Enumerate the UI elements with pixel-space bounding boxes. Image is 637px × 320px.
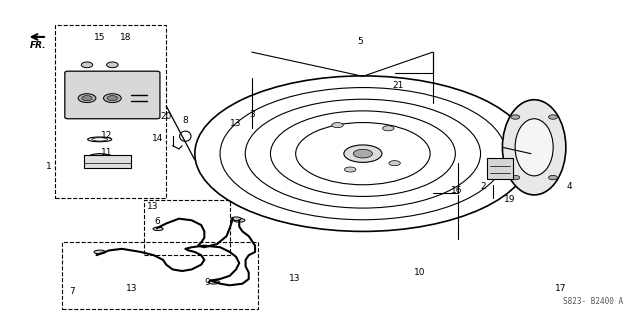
Ellipse shape [389,161,400,166]
Text: 7: 7 [69,287,75,296]
Bar [487,158,513,179]
Text: S823- B2400 A: S823- B2400 A [563,297,623,306]
Ellipse shape [332,123,343,128]
Ellipse shape [208,280,220,284]
Ellipse shape [153,227,163,231]
Text: 3: 3 [249,109,255,118]
Text: FR.: FR. [30,41,47,50]
Text: 14: 14 [152,134,163,143]
Ellipse shape [234,218,245,222]
Text: 9: 9 [204,278,210,287]
Text: 18: 18 [120,33,131,42]
Text: 13: 13 [125,284,137,293]
Ellipse shape [94,250,105,254]
Ellipse shape [511,115,520,119]
Ellipse shape [511,175,520,180]
Ellipse shape [383,126,394,131]
Ellipse shape [231,217,241,220]
Ellipse shape [106,62,118,68]
Ellipse shape [344,145,382,162]
Text: 16: 16 [451,186,462,195]
Ellipse shape [515,119,553,176]
Ellipse shape [548,175,557,180]
Ellipse shape [503,100,566,195]
Text: 10: 10 [414,268,426,277]
Ellipse shape [354,149,373,158]
Text: 5: 5 [357,36,362,45]
Ellipse shape [103,94,121,103]
Ellipse shape [107,96,117,101]
Text: 13: 13 [147,202,158,211]
Text: 1: 1 [46,162,52,171]
Bar [144,200,230,255]
Text: 11: 11 [101,148,112,156]
Text: 19: 19 [505,195,516,204]
Ellipse shape [548,115,557,119]
Text: 21: 21 [392,81,403,90]
Text: 2: 2 [480,182,486,191]
Ellipse shape [82,62,93,68]
Text: 17: 17 [555,284,566,293]
Text: 12: 12 [101,131,112,140]
Bar [55,25,166,198]
Text: 13: 13 [231,119,242,128]
Ellipse shape [82,96,92,101]
Text: 13: 13 [289,274,301,283]
Bar [62,243,258,309]
Text: 4: 4 [566,182,572,191]
Ellipse shape [345,167,356,172]
FancyBboxPatch shape [65,71,160,119]
Bar [84,155,131,168]
Text: 20: 20 [161,112,172,121]
Text: 15: 15 [94,33,106,42]
Ellipse shape [78,94,96,103]
Ellipse shape [87,154,112,163]
Text: 8: 8 [182,116,188,125]
Text: 6: 6 [154,217,160,226]
